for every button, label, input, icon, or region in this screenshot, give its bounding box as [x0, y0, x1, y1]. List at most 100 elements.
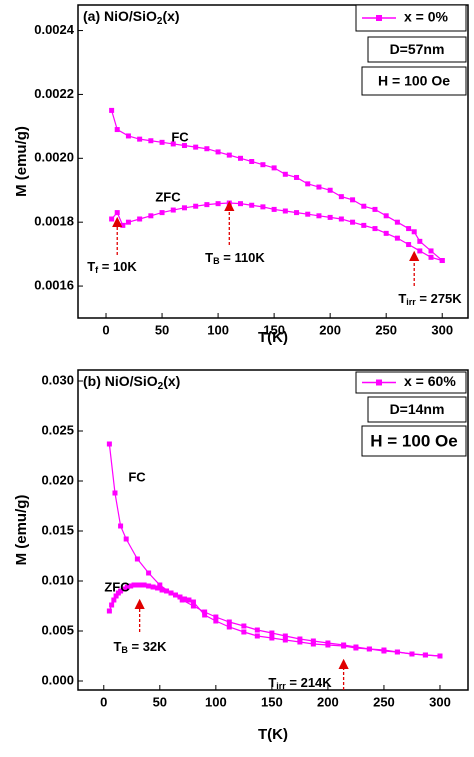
data-point — [204, 202, 210, 208]
data-point — [428, 254, 434, 260]
annotation-main: T — [113, 639, 121, 654]
annotation-rest: = 214K — [286, 675, 333, 690]
annotation-rest: = 10K — [98, 259, 137, 274]
x-tick-label: 50 — [153, 694, 167, 709]
data-point — [112, 490, 118, 496]
data-point — [181, 596, 187, 602]
x-tick-label: 300 — [429, 694, 451, 709]
data-point — [114, 210, 120, 216]
data-point — [305, 181, 311, 187]
data-point — [181, 143, 187, 149]
panel-title: (a) NiO/SiO2(x) — [83, 8, 180, 27]
data-point — [282, 171, 288, 177]
data-point — [338, 194, 344, 200]
annotation-rest: = 32K — [128, 639, 167, 654]
data-point — [164, 588, 170, 594]
x-tick-label: 250 — [375, 322, 397, 337]
annotation-main: T — [268, 675, 276, 690]
data-point — [338, 216, 344, 222]
data-point — [123, 536, 129, 542]
data-point — [241, 623, 247, 629]
data-point — [190, 599, 196, 605]
data-point — [159, 139, 165, 145]
data-point — [111, 597, 117, 603]
annotation-sub: irr — [276, 681, 286, 691]
data-point — [146, 570, 152, 576]
x-axis-label: T(K) — [258, 726, 288, 743]
data-point — [202, 609, 208, 615]
data-point — [215, 149, 221, 155]
x-tick-label: 100 — [207, 322, 229, 337]
data-point — [350, 197, 356, 203]
data-point — [282, 633, 288, 639]
data-point — [190, 603, 196, 609]
series-label: FC — [171, 129, 189, 144]
info-text: H = 100 Oe — [370, 431, 457, 450]
y-tick-label: 0.0024 — [34, 22, 75, 37]
data-point — [394, 235, 400, 241]
data-point — [181, 205, 187, 211]
data-point — [120, 222, 126, 228]
data-point — [109, 107, 115, 113]
data-point — [417, 248, 423, 254]
data-point — [170, 141, 176, 147]
legend-label: x = 0% — [404, 9, 449, 25]
data-point — [213, 614, 219, 620]
data-point — [297, 639, 303, 645]
data-point — [193, 203, 199, 209]
data-point — [131, 582, 137, 588]
plot-frame — [77, 369, 469, 691]
annotation: Tirr = 214K — [268, 675, 332, 691]
data-point — [238, 155, 243, 161]
annotation-main: T — [87, 259, 95, 274]
data-point — [260, 162, 266, 168]
data-point — [124, 584, 130, 590]
y-tick-label: 0.0016 — [34, 277, 74, 292]
data-point — [114, 127, 120, 133]
title-sub: 2 — [158, 381, 164, 392]
data-point — [406, 242, 412, 248]
y-tick-label: 0.020 — [41, 472, 74, 487]
y-tick-label: 0.005 — [41, 622, 74, 637]
data-point — [215, 201, 221, 207]
series-label: FC — [128, 469, 146, 484]
plot-frame — [77, 4, 469, 319]
data-point — [113, 593, 119, 599]
data-point — [125, 219, 131, 225]
series-line — [111, 110, 443, 261]
annotation-main: T — [205, 250, 213, 265]
data-point — [177, 594, 183, 600]
title-tail: (x) — [162, 8, 179, 24]
title-text: (a) NiO/SiO — [83, 8, 157, 24]
data-point — [316, 213, 322, 219]
x-tick-label: 150 — [261, 694, 283, 709]
x-tick-label: 150 — [263, 322, 285, 337]
data-point — [141, 582, 147, 588]
data-point — [437, 653, 443, 659]
series-line — [108, 443, 441, 657]
x-axis-label: T(K) — [258, 329, 288, 346]
data-point — [150, 584, 156, 590]
data-point — [254, 633, 260, 639]
data-point — [170, 207, 176, 213]
data-point — [353, 645, 359, 651]
panel-title: (b) NiO/SiO2(x) — [83, 373, 180, 392]
data-point — [137, 136, 143, 142]
data-point — [155, 585, 161, 591]
data-point — [238, 201, 243, 207]
info-box — [361, 425, 467, 457]
info-box — [361, 66, 467, 96]
data-point — [226, 619, 232, 625]
data-point — [269, 635, 275, 641]
x-tick-label: 250 — [373, 694, 395, 709]
data-point — [269, 630, 275, 636]
x-tick-label: 0 — [102, 322, 109, 337]
data-point — [428, 248, 434, 254]
data-point — [106, 441, 112, 447]
data-point — [121, 586, 127, 592]
annotation-main: T — [398, 291, 406, 306]
data-point — [125, 133, 131, 139]
data-point — [372, 206, 378, 212]
annotation: Tf = 10K — [87, 259, 137, 275]
annotation-rest: = 110K — [220, 250, 266, 265]
